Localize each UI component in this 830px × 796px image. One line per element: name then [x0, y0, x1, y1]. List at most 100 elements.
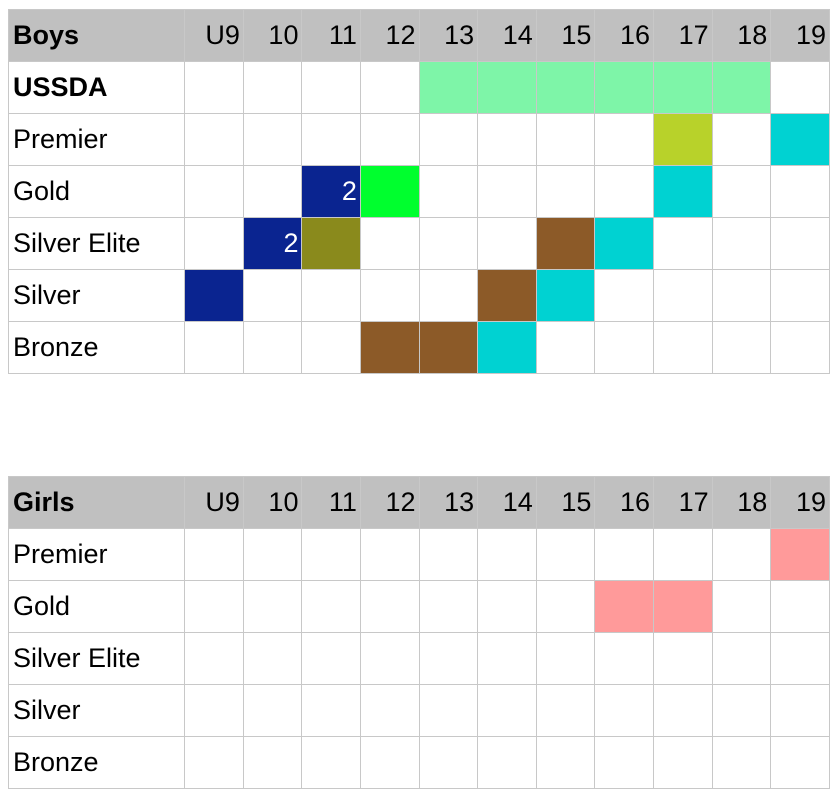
girls-grid-cell [301, 528, 361, 581]
girls-grid-cell [653, 684, 713, 737]
girls-grid-cell [535, 528, 596, 581]
girls-grid-cell [535, 580, 596, 633]
boys-grid-cell [477, 61, 537, 114]
girls-grid-cell [301, 684, 361, 737]
boys-grid-cell [477, 321, 537, 374]
boys-grid-cell [477, 217, 537, 270]
girls-grid-cell [535, 632, 596, 685]
boys-grid-cell [711, 61, 772, 114]
boys-title: Boys [8, 9, 185, 62]
girls-grid-cell [242, 528, 303, 581]
girls-grid-cell [359, 580, 420, 633]
boys-table: Boys U9 10 11 12 13 14 15 16 17 18 19 USSDA Premier Go… [8, 9, 830, 374]
boys-table-row: USSDA [8, 61, 830, 114]
girls-grid-cell [183, 632, 244, 685]
boys-grid-cell [359, 113, 420, 166]
girls-grid-cell [183, 528, 244, 581]
boys-table-body: Boys U9 10 11 12 13 14 15 16 17 18 19 USSDA Premier Go… [8, 9, 830, 374]
girls-grid-cell [477, 528, 537, 581]
girls-grid-cell [242, 580, 303, 633]
boys-grid-cell [418, 113, 479, 166]
boys-grid-cell [594, 269, 655, 322]
boys-grid-cell [301, 217, 361, 270]
boys-grid-cell [183, 113, 244, 166]
boys-age-header: 18 [711, 9, 772, 62]
boys-grid-cell [653, 165, 713, 218]
girls-grid-cell [359, 632, 420, 685]
girls-grid-cell [183, 580, 244, 633]
boys-grid-cell [359, 269, 420, 322]
boys-grid-cell [359, 217, 420, 270]
girls-grid-cell [653, 528, 713, 581]
boys-grid-cell [653, 113, 713, 166]
boys-grid-cell [594, 113, 655, 166]
boys-grid-cell [242, 269, 303, 322]
boys-grid-cell [301, 113, 361, 166]
girls-age-header: 15 [535, 476, 596, 529]
girls-grid-cell [711, 736, 772, 789]
boys-grid-cell [770, 321, 830, 374]
boys-age-header: 11 [301, 9, 361, 62]
boys-grid-cell [418, 217, 479, 270]
boys-grid-cell [418, 321, 479, 374]
boys-grid-cell [242, 165, 303, 218]
girls-table-body: Girls U9 10 11 12 13 14 15 16 17 18 19 Premier Gold Si… [8, 476, 830, 789]
boys-grid-cell [359, 321, 420, 374]
boys-grid-cell [418, 165, 479, 218]
girls-grid-cell [653, 580, 713, 633]
boys-age-header: 16 [594, 9, 655, 62]
boys-row-label: Silver Elite [8, 217, 185, 270]
girls-title: Girls [8, 476, 185, 529]
girls-age-header: U9 [183, 476, 244, 529]
girls-age-header: 11 [301, 476, 361, 529]
girls-grid-cell [418, 736, 479, 789]
girls-grid-cell [594, 580, 655, 633]
boys-row-label: Bronze [8, 321, 185, 374]
girls-grid-cell [535, 736, 596, 789]
girls-age-header: 17 [653, 476, 713, 529]
girls-grid-cell [594, 528, 655, 581]
boys-grid-cell [594, 217, 655, 270]
boys-age-header: 13 [418, 9, 479, 62]
boys-grid-cell [770, 217, 830, 270]
girls-header-row: Girls U9 10 11 12 13 14 15 16 17 18 19 [8, 476, 830, 529]
girls-grid-cell [418, 684, 479, 737]
boys-grid-cell: 2 [301, 165, 361, 218]
boys-grid-cell [477, 113, 537, 166]
girls-age-header: 18 [711, 476, 772, 529]
boys-grid-cell [183, 269, 244, 322]
boys-grid-cell [418, 269, 479, 322]
boys-grid-cell [770, 61, 830, 114]
girls-grid-cell [477, 684, 537, 737]
girls-grid-cell [477, 736, 537, 789]
boys-grid-cell [183, 165, 244, 218]
boys-grid-cell [242, 113, 303, 166]
girls-grid-cell [594, 736, 655, 789]
girls-grid-cell [770, 528, 830, 581]
boys-grid-cell [535, 165, 596, 218]
girls-grid-cell [477, 632, 537, 685]
girls-grid-cell [653, 632, 713, 685]
boys-grid-cell [535, 321, 596, 374]
boys-grid-cell [301, 321, 361, 374]
girls-table-row: Gold [8, 580, 830, 633]
boys-grid-cell [711, 113, 772, 166]
boys-grid-cell [477, 269, 537, 322]
boys-row-label: USSDA [8, 61, 185, 114]
boys-grid-cell [477, 165, 537, 218]
boys-row-label: Gold [8, 165, 185, 218]
girls-grid-cell [535, 684, 596, 737]
girls-grid-cell [711, 684, 772, 737]
girls-grid-cell [359, 736, 420, 789]
boys-grid-cell [653, 61, 713, 114]
girls-grid-cell [183, 736, 244, 789]
boys-age-header: 19 [770, 9, 830, 62]
boys-grid-cell [594, 61, 655, 114]
girls-grid-cell [242, 632, 303, 685]
girls-grid-cell [653, 736, 713, 789]
girls-age-header: 10 [242, 476, 303, 529]
girls-grid-cell [301, 736, 361, 789]
boys-table-row: Premier [8, 113, 830, 166]
boys-grid-cell [359, 61, 420, 114]
boys-grid-cell [183, 321, 244, 374]
